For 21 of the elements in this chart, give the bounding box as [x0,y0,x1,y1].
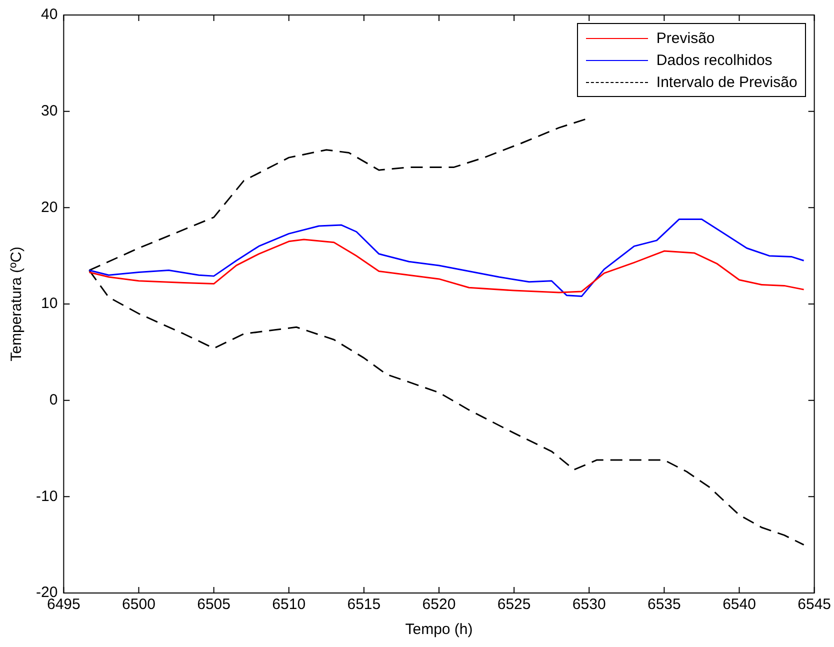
legend-label: Dados recolhidos [656,52,772,68]
x-tick-label: 6505 [197,596,230,614]
y-tick-label: 40 [40,6,58,24]
legend-label: Previsão [656,30,715,46]
y-tick-label: 10 [40,295,58,312]
y-tick-label: 30 [40,102,58,120]
x-tick-label: 6545 [798,596,832,614]
x-tick-label: 6525 [497,596,531,614]
x-tick-label: 6515 [347,596,381,614]
x-tick-label: 6530 [572,596,606,614]
y-tick-label: -10 [36,488,58,505]
x-tick-label: 6520 [422,596,456,614]
x-axis-title: Tempo (h) [405,621,473,638]
x-tick-label: 6500 [122,596,156,614]
y-tick-label: 20 [40,198,58,216]
x-tick-label: 6535 [648,596,681,614]
y-axis-title: Temperatura (ºC) [8,246,26,362]
legend-label: Intervalo de Previsão [656,74,798,90]
x-tick-label: 6540 [722,596,756,614]
y-tick-label: 0 [49,391,58,408]
x-tick-label: 6510 [272,596,306,614]
